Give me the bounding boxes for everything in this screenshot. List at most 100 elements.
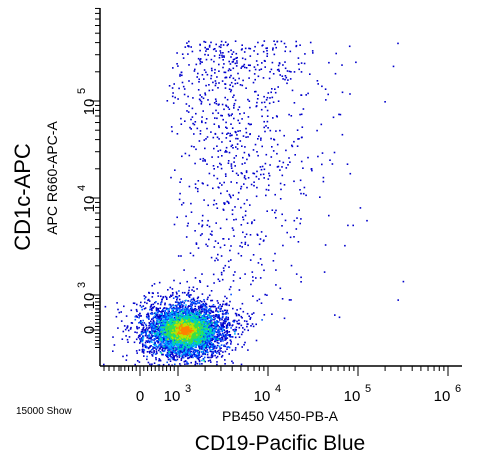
event-dot [161, 313, 163, 315]
event-dot [161, 336, 164, 339]
event-dot [206, 184, 209, 187]
event-dot [234, 333, 236, 335]
event-dot [225, 149, 227, 152]
event-dot [186, 344, 189, 346]
event-dot [231, 227, 234, 229]
event-dot [168, 303, 171, 306]
event-dot [247, 349, 249, 351]
event-dot [271, 96, 274, 99]
event-dot [263, 101, 266, 104]
event-dot [164, 324, 166, 327]
event-dot [142, 350, 145, 353]
event-dot [148, 337, 150, 340]
event-dot [233, 235, 235, 237]
event-dot [138, 335, 140, 337]
event-dot [161, 353, 163, 356]
event-dot [166, 361, 168, 364]
event-dot [213, 174, 215, 177]
event-dot [133, 341, 136, 344]
event-dot [243, 66, 246, 69]
event-dot [197, 299, 199, 302]
event-dot [213, 147, 215, 150]
event-dot [254, 78, 256, 81]
event-dot [214, 68, 216, 71]
event-dot [148, 321, 151, 324]
event-dot [293, 180, 295, 183]
event-dot [266, 49, 268, 52]
event-dot [174, 339, 176, 341]
event-dot [152, 307, 154, 309]
event-dot [190, 128, 192, 130]
event-dot [199, 300, 201, 302]
event-dot [158, 329, 160, 331]
event-dot [148, 300, 151, 302]
event-dot [181, 356, 184, 359]
event-dot [219, 333, 222, 335]
event-dot [163, 347, 166, 349]
event-dot [275, 46, 277, 49]
event-dot [193, 308, 195, 311]
event-dot [147, 313, 150, 316]
event-dot [227, 201, 230, 203]
event-dot [197, 313, 199, 315]
event-dot [125, 315, 128, 317]
event-dot [266, 55, 268, 57]
event-dot [141, 330, 144, 333]
event-dot [186, 42, 188, 44]
event-dot [243, 51, 246, 53]
event-dot [167, 354, 170, 357]
event-dot [140, 333, 143, 336]
event-dot [202, 341, 204, 343]
event-dot [264, 66, 266, 68]
event-dot [192, 254, 195, 257]
event-dot [140, 339, 143, 341]
event-dot [218, 333, 220, 335]
event-dot [185, 350, 187, 352]
event-dot [208, 336, 211, 338]
event-dot [238, 322, 241, 325]
event-dot [261, 319, 263, 321]
event-dot [181, 81, 184, 84]
event-dot [291, 89, 294, 92]
event-dot [229, 300, 231, 303]
event-dot [158, 349, 160, 352]
event-dot [254, 143, 257, 146]
event-dot [179, 282, 181, 285]
event-dot [215, 100, 217, 102]
event-dot [236, 143, 239, 145]
event-dot [176, 356, 178, 358]
event-dot [184, 306, 187, 308]
event-dot [186, 280, 188, 283]
event-dot [169, 360, 172, 362]
event-dot [223, 71, 226, 74]
event-dot [162, 328, 165, 331]
event-dot [192, 350, 195, 352]
event-dot [186, 361, 188, 363]
event-dot [224, 337, 227, 340]
event-dot [280, 188, 282, 191]
event-dot [244, 341, 246, 344]
event-dot [146, 336, 149, 339]
event-dot [216, 341, 219, 344]
event-dot [227, 106, 229, 109]
event-dot [221, 184, 223, 186]
event-dot [204, 319, 207, 322]
event-dot [195, 303, 198, 305]
event-dot [221, 54, 223, 57]
event-dot [243, 202, 246, 205]
event-dot [290, 115, 293, 117]
event-dot [245, 127, 247, 130]
event-dot [193, 352, 195, 354]
event-dot [240, 224, 243, 226]
event-dot [200, 308, 203, 311]
event-dot [191, 308, 194, 311]
event-dot [204, 343, 207, 346]
event-dot [223, 334, 226, 337]
event-dot [151, 351, 153, 354]
event-dot [193, 290, 195, 292]
event-dot [182, 85, 185, 88]
event-dot [256, 151, 258, 153]
event-dot [221, 278, 224, 281]
event-dot [193, 146, 195, 148]
event-dot [175, 347, 178, 350]
